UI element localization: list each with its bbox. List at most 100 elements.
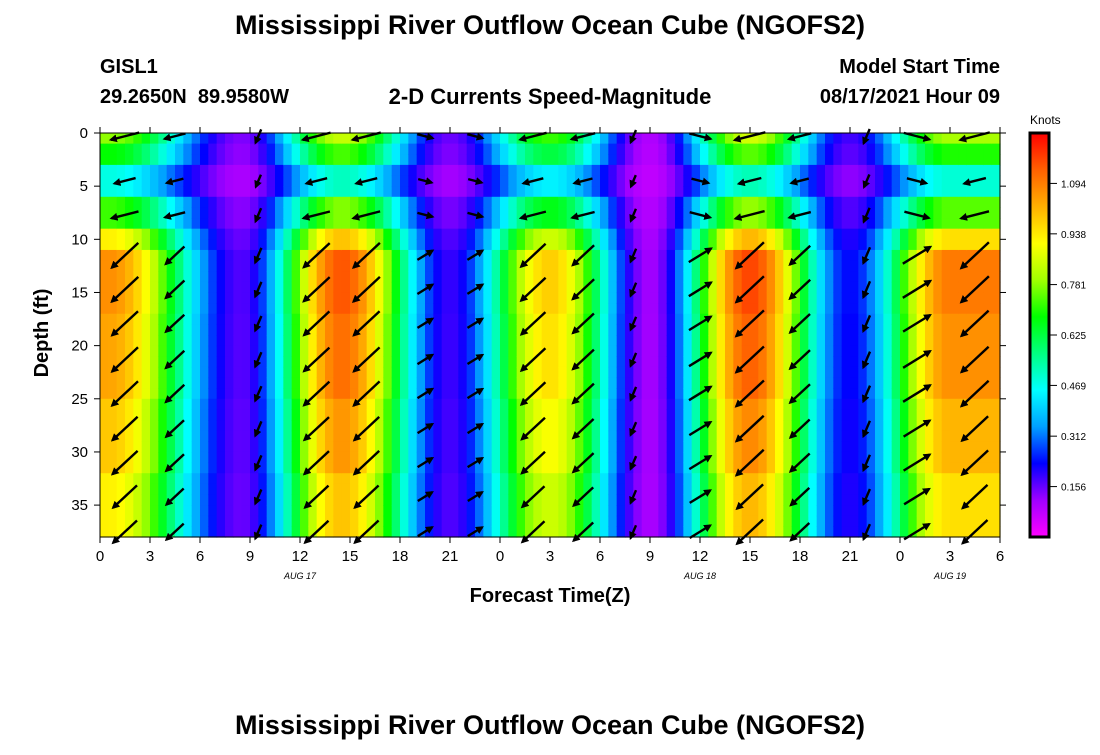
heatmap-cell [375, 462, 384, 474]
heatmap-cell [416, 526, 426, 538]
heatmap-cell [508, 515, 518, 527]
heatmap-cell [141, 483, 151, 496]
heatmap-cell [116, 409, 126, 421]
heatmap-cell [608, 164, 618, 177]
heatmap-cell [725, 451, 734, 464]
heatmap-cell [916, 366, 926, 379]
heatmap-cell [975, 398, 984, 411]
heatmap-cell [258, 483, 268, 496]
heatmap-cell [600, 175, 609, 187]
heatmap-cell [808, 281, 818, 294]
heatmap-cell [716, 494, 726, 506]
heatmap-cell [575, 345, 584, 357]
heatmap-cell [683, 505, 693, 517]
heatmap-cell [800, 377, 809, 389]
heatmap-cell [166, 473, 176, 485]
heatmap-cell [933, 505, 943, 517]
heatmap-cell [433, 462, 443, 474]
heatmap-cell [608, 462, 618, 474]
heatmap-cell [500, 473, 509, 485]
heatmap-cell [875, 186, 884, 198]
heatmap-cell [725, 164, 734, 177]
heatmap-cell [283, 292, 293, 304]
heatmap-cell [583, 186, 593, 198]
heatmap-cell [308, 292, 318, 304]
heatmap-cell [641, 494, 651, 506]
heatmap-cell [700, 186, 709, 198]
heatmap-cell [950, 292, 959, 304]
heatmap-cell [616, 483, 626, 496]
heatmap-cell [658, 388, 668, 400]
heatmap-cell [775, 409, 784, 421]
heatmap-cell [683, 228, 693, 240]
current-vector-arrow [862, 420, 872, 439]
heatmap-cell [616, 186, 626, 198]
heatmap-cell [908, 271, 918, 283]
heatmap-cell [200, 420, 209, 432]
heatmap-cell [308, 473, 318, 485]
heatmap-cell [916, 239, 926, 251]
heatmap-cell [258, 366, 268, 379]
current-vector-arrow [629, 248, 638, 264]
heatmap-cell [233, 494, 243, 506]
heatmap-cell [550, 271, 559, 283]
heatmap-cell [541, 249, 551, 262]
heatmap-cell [883, 313, 893, 325]
heatmap-cell [333, 218, 343, 230]
heatmap-cell [725, 462, 734, 474]
heatmap-cell [333, 473, 343, 485]
heatmap-cell [200, 292, 209, 304]
heatmap-cell [391, 483, 401, 496]
heatmap-cell [241, 133, 251, 145]
current-vector-arrow [302, 346, 331, 373]
heatmap-cell [391, 356, 401, 368]
heatmap-cell [183, 377, 193, 389]
heatmap-cell [425, 335, 434, 347]
heatmap-cell [758, 388, 768, 400]
heatmap-cell [425, 164, 434, 177]
heatmap-cell [533, 430, 543, 442]
heatmap-cell [141, 154, 151, 166]
heatmap-cell [616, 154, 626, 166]
heatmap-cell [666, 303, 676, 315]
heatmap-cell [425, 186, 434, 198]
heatmap-cell [466, 303, 476, 315]
heatmap-cell [125, 409, 134, 421]
heatmap-cell [633, 207, 643, 219]
heatmap-cell [491, 228, 501, 240]
y-tick-label: 15 [71, 284, 88, 301]
heatmap-cell [175, 441, 184, 453]
heatmap-cell [441, 398, 451, 411]
heatmap-cell [458, 228, 468, 240]
heatmap-cell [466, 196, 476, 209]
heatmap-cell [400, 494, 409, 506]
heatmap-cell [191, 345, 201, 357]
heatmap-cell [783, 494, 793, 506]
heatmap-cell [683, 345, 693, 357]
heatmap-cell [133, 398, 143, 411]
heatmap-cell [250, 303, 259, 315]
heatmap-cell [175, 494, 184, 506]
heatmap-cell [125, 154, 134, 166]
heatmap-cell [341, 324, 351, 336]
heatmap-cell [950, 515, 959, 527]
current-vector-arrow [629, 129, 638, 145]
heatmap-cell [358, 281, 368, 294]
heatmap-cell [458, 196, 468, 209]
heatmap-cell [275, 281, 284, 294]
heatmap-cell [866, 260, 876, 272]
heatmap-cell [458, 462, 468, 474]
heatmap-cell [783, 388, 793, 400]
heatmap-cell [491, 505, 501, 517]
heatmap-cell [208, 249, 218, 262]
heatmap-cell [208, 164, 218, 177]
heatmap-cell [733, 420, 743, 432]
current-vector-arrow [521, 177, 544, 186]
heatmap-cell [841, 462, 851, 474]
heatmap-cell [783, 281, 793, 294]
heatmap-cell [550, 228, 559, 240]
heatmap-cell [500, 218, 509, 230]
heatmap-cell [600, 345, 609, 357]
heatmap-cell [408, 271, 418, 283]
heatmap-cell [316, 175, 326, 187]
